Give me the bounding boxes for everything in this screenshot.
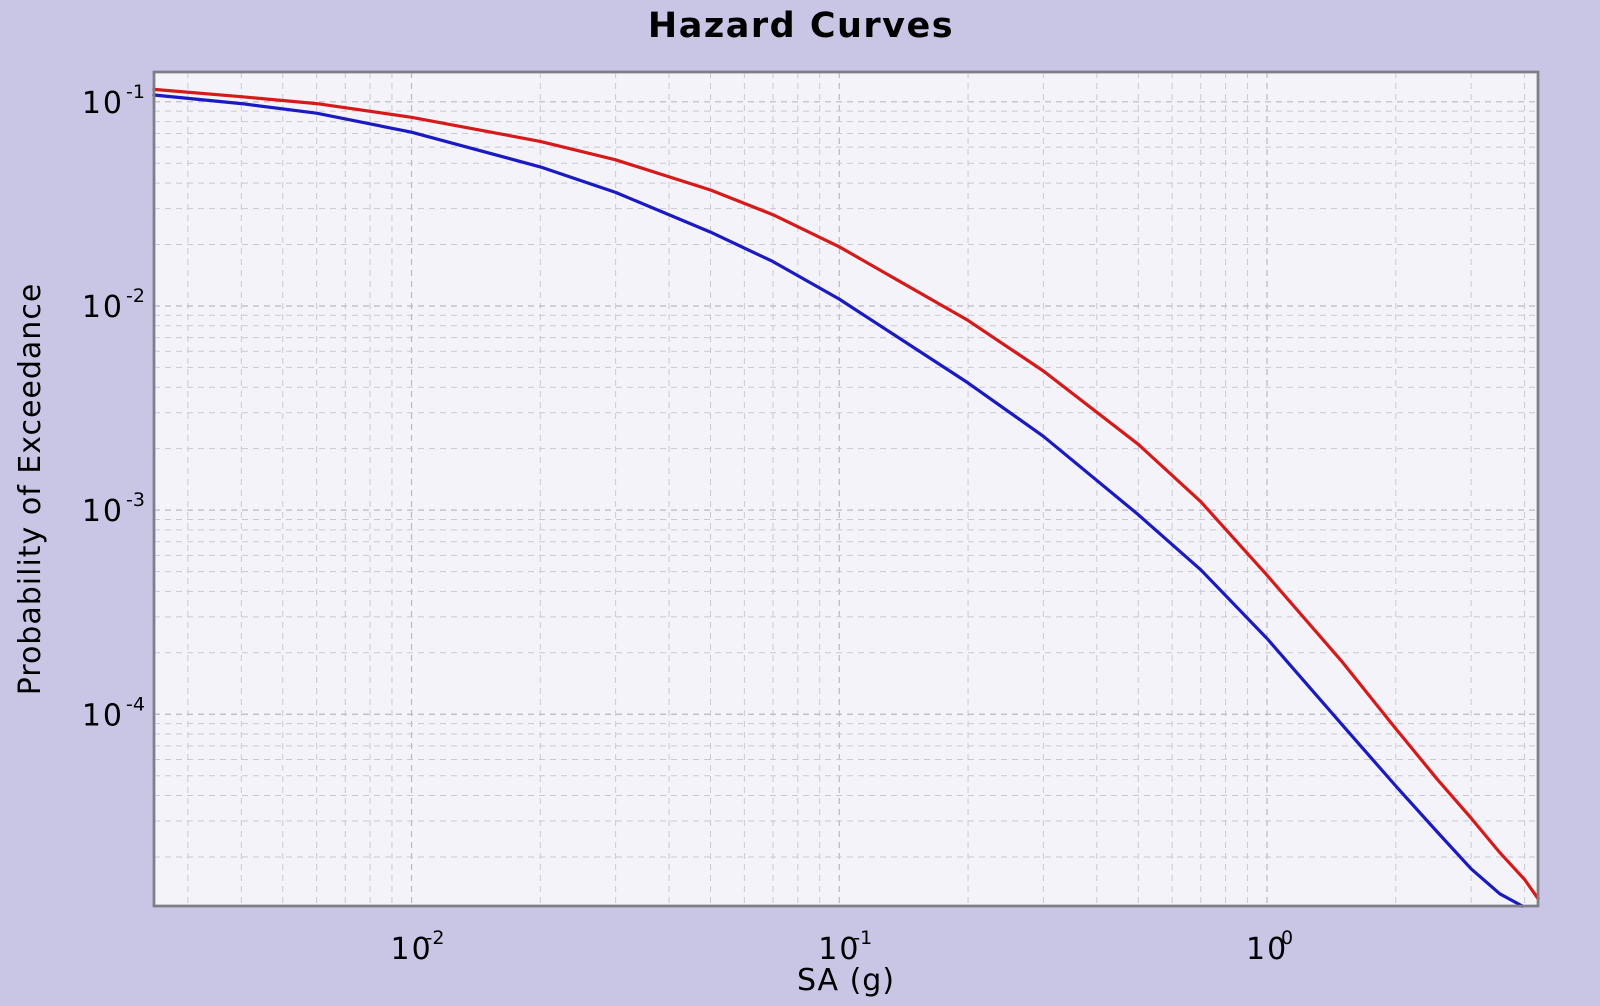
x-tick-label: 10-2 <box>391 927 445 967</box>
y-tick-label: 10 -1 <box>82 81 145 121</box>
x-axis-label: SA (g) <box>797 963 895 998</box>
chart-title: Hazard Curves <box>648 6 954 46</box>
plot-area <box>152 70 1540 908</box>
y-tick-labels: 10-110-210-310-4 <box>82 81 145 733</box>
x-tick-label: 10-1 <box>818 927 872 967</box>
x-tick-label-exp: -2 <box>426 927 445 949</box>
y-tick-label-base: 10 <box>82 86 124 121</box>
y-axis-label: Probability of Exceedance <box>13 283 48 696</box>
x-tick-labels: 10-2 10-1 100 <box>391 927 1294 967</box>
series-lines <box>152 87 1540 908</box>
y-tick-label: 10 -3 <box>82 489 145 529</box>
y-tick-label-exp: -1 <box>126 81 145 103</box>
series-line-1 <box>152 87 1540 901</box>
x-tick-label: 100 <box>1246 927 1293 967</box>
y-tick-label-base: 10 <box>82 290 124 325</box>
y-tick-label-base: 10 <box>82 494 124 529</box>
plot-frame <box>152 70 1540 908</box>
y-tick-label-exp: -4 <box>126 693 145 715</box>
x-tick-label-base: 10 <box>391 932 433 967</box>
y-tick-label-exp: -3 <box>126 489 145 511</box>
y-tick-label: 10 -4 <box>82 693 145 733</box>
x-tick-label-base: 10 <box>1246 932 1288 967</box>
y-tick-label: 10 -2 <box>82 285 145 325</box>
y-tick-label-exp: -2 <box>126 285 145 307</box>
y-tick-label-base: 10 <box>82 698 124 733</box>
grid-lines <box>154 72 1538 906</box>
x-tick-label-exp: 0 <box>1281 927 1293 949</box>
x-tick-label-exp: -1 <box>853 927 872 949</box>
series-line-2 <box>152 93 1524 908</box>
x-tick-label-base: 10 <box>818 932 860 967</box>
